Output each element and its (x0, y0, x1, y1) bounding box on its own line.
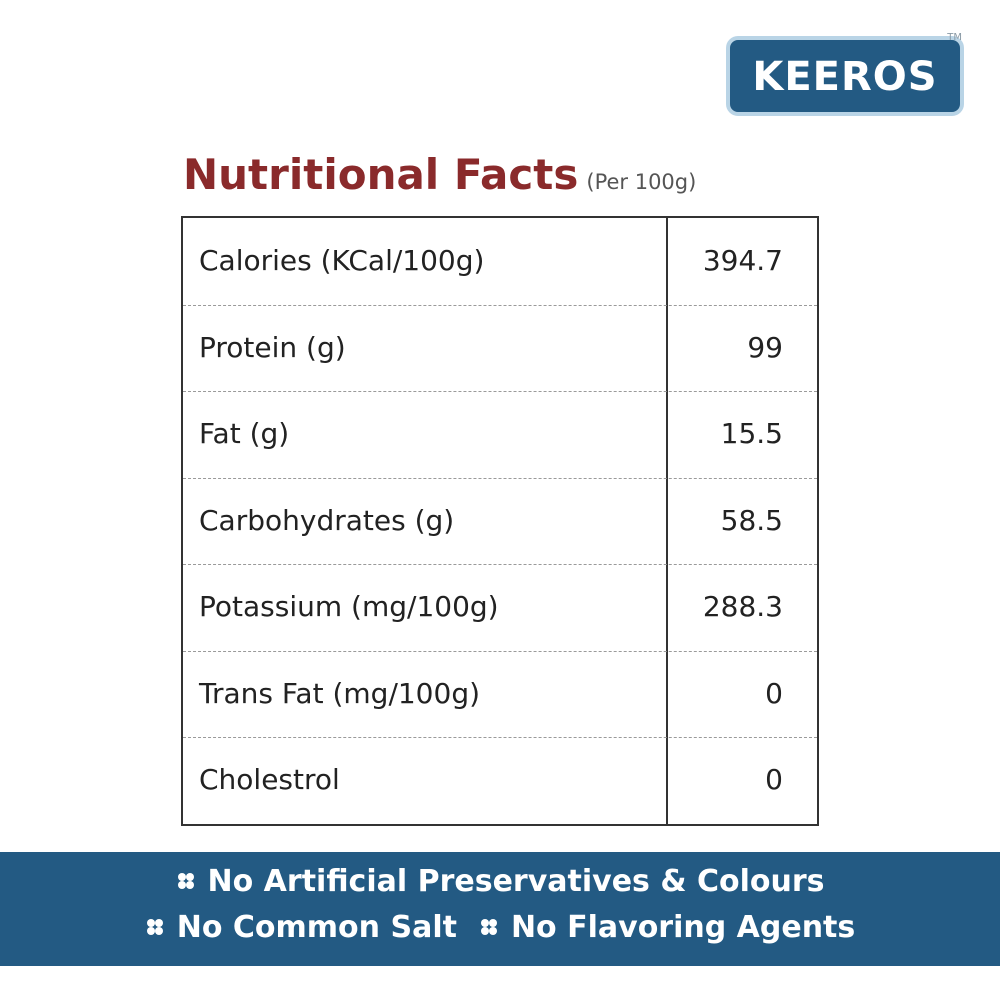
table-row: Carbohydrates (g) 58.5 (183, 478, 817, 566)
nutrient-label: Calories (KCal/100g) (199, 244, 485, 277)
table-row: Cholestrol 0 (183, 737, 817, 824)
title-note: (Per 100g) (586, 170, 697, 194)
nutrient-value: 15.5 (720, 417, 783, 451)
banner-line: No Common Salt No Flavoring Agents (0, 910, 1000, 945)
claim: No Common Salt (176, 910, 457, 945)
bullet-dot (177, 880, 186, 889)
nutrient-label: Trans Fat (mg/100g) (199, 676, 481, 710)
bullet-dot (488, 918, 497, 927)
nutrient-value: 0 (765, 676, 783, 710)
nutrition-table: Calories (KCal/100g) 394.7 Protein (g) 99 Fa… (181, 216, 819, 826)
table-row: Trans Fat (mg/100g) 0 (183, 651, 817, 739)
nutrient-value: 0 (765, 763, 783, 797)
nutrient-label: Cholestrol (199, 763, 340, 797)
claims-banner: No Artificial Preservatives & Colours No … (0, 852, 1000, 966)
heading: Nutritional Facts (Per 100g) (183, 150, 696, 199)
bullet-dot (488, 926, 497, 935)
nutrient-label: Carbohydrates (g) (199, 503, 455, 537)
brand-logo: KEEROS TM (726, 32, 964, 116)
bullet-dot (185, 872, 194, 881)
column-divider (666, 218, 668, 824)
table-row: Potassium (mg/100g) 288.3 (183, 564, 817, 652)
nutrient-label: Protein (g) (199, 330, 346, 364)
bullet-icon (480, 918, 497, 935)
bullet-icon (146, 918, 163, 935)
title: Nutritional Facts (183, 150, 579, 199)
bullet-dot (154, 926, 163, 935)
brand-name: KEEROS (752, 54, 938, 100)
nutrient-label: Potassium (mg/100g) (199, 590, 499, 624)
claim: No Artificial Preservatives & Colours (207, 864, 825, 899)
bullet-dot (146, 918, 155, 927)
trademark: TM (947, 32, 962, 43)
table-row: Fat (g) 15.5 (183, 391, 817, 479)
claim: No Flavoring Agents (510, 910, 856, 945)
table-row: Protein (g) 99 (183, 305, 817, 393)
nutrient-value: 288.3 (702, 590, 783, 624)
bullet-dot (177, 872, 186, 881)
nutrient-value: 58.5 (720, 503, 783, 537)
nutrient-value: 99 (747, 330, 783, 364)
nutrient-value: 394.7 (702, 244, 783, 277)
bullet-dot (154, 918, 163, 927)
bullet-dot (146, 926, 155, 935)
bullet-dot (185, 880, 194, 889)
banner-line: No Artificial Preservatives & Colours (0, 864, 1000, 899)
table-row: Calories (KCal/100g) 394.7 (183, 218, 817, 306)
bullet-icon (177, 872, 194, 889)
nutrient-label: Fat (g) (199, 417, 290, 451)
bullet-dot (480, 926, 489, 935)
bullet-dot (480, 918, 489, 927)
